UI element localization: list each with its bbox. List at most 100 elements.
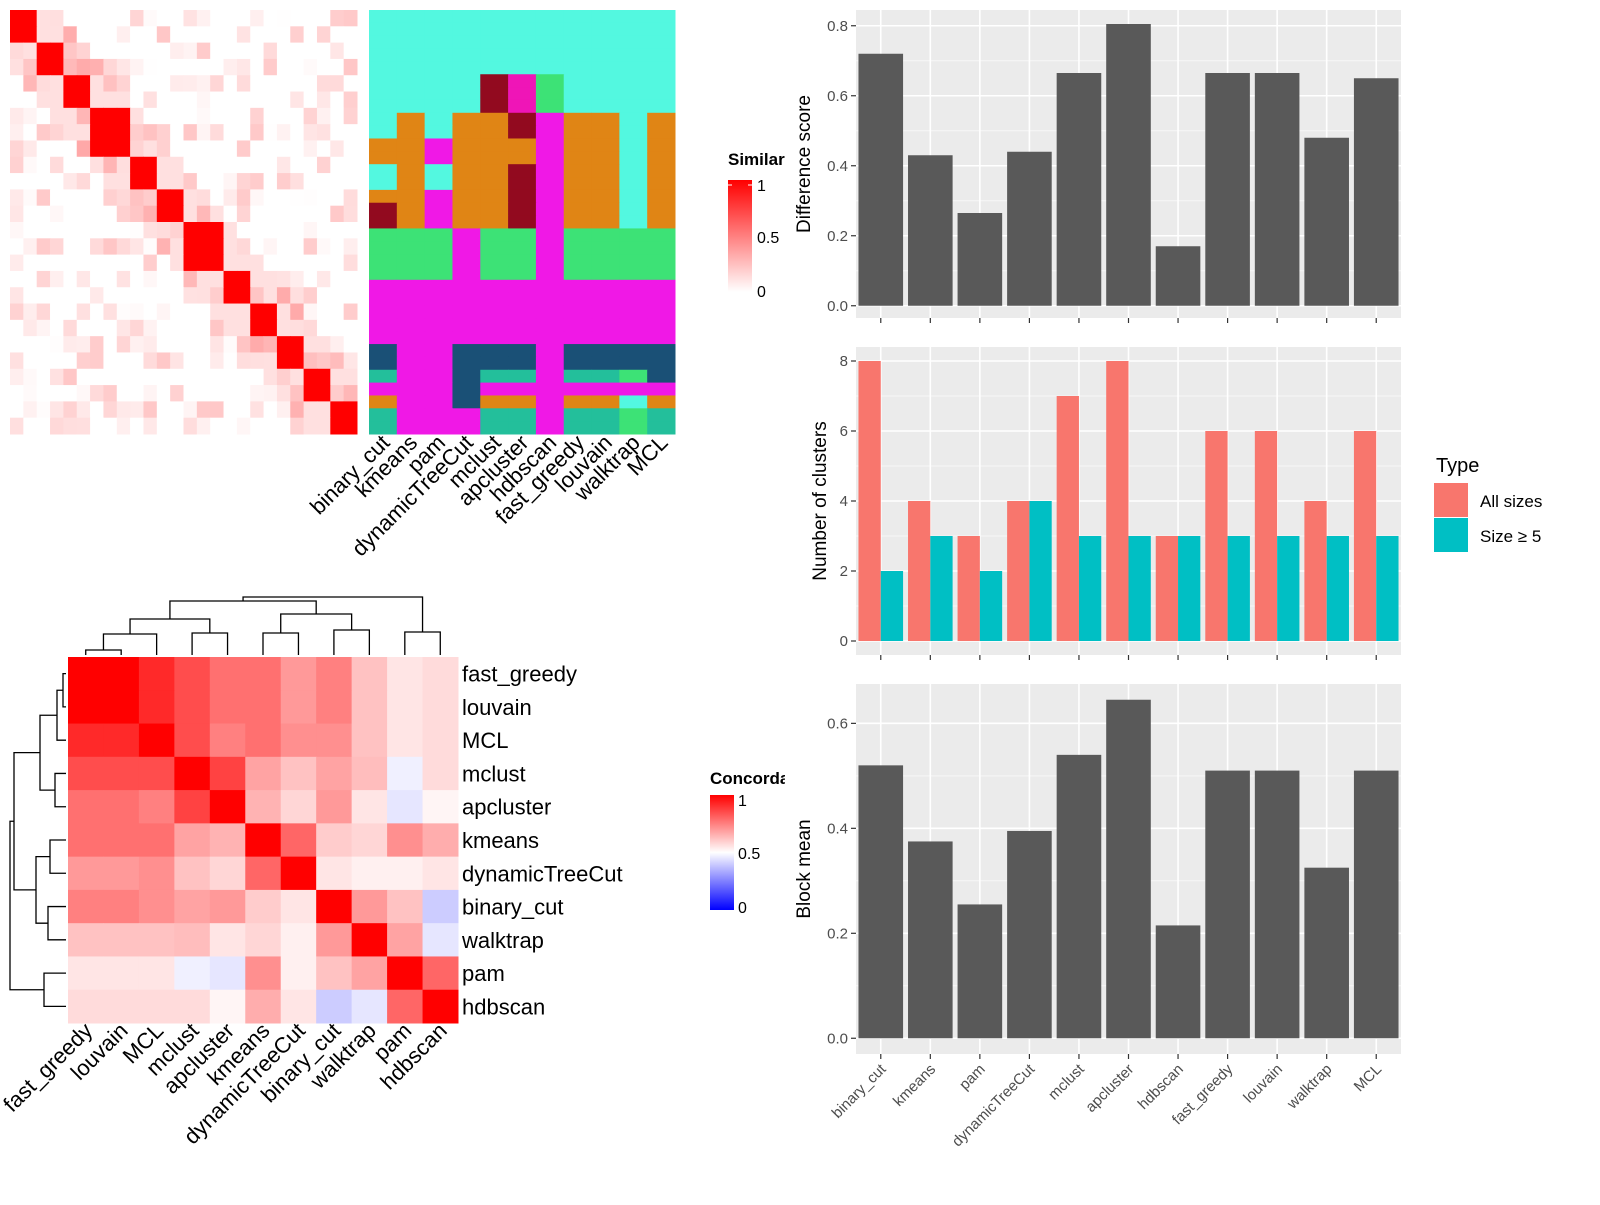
similarity-cell <box>303 303 318 321</box>
dendrogram-branch <box>262 632 300 655</box>
cluster-cell <box>424 331 453 345</box>
bar <box>1056 73 1102 306</box>
cluster-cell <box>647 87 676 101</box>
similarity-cell <box>103 319 118 337</box>
bar <box>1106 24 1151 306</box>
similarity-cell <box>223 254 238 272</box>
similarity-cell <box>90 75 104 93</box>
cluster-cell <box>396 344 426 358</box>
cluster-cell <box>619 356 648 371</box>
cluster-cell <box>508 408 537 422</box>
similarity-cell <box>170 238 184 256</box>
similarity-cell <box>23 42 38 60</box>
y-tick-label: 4 <box>840 493 848 510</box>
cluster-cell <box>647 292 676 307</box>
bar <box>880 571 904 641</box>
concordance-cell <box>387 923 424 957</box>
concordance-cell <box>422 657 459 691</box>
similarity-cell <box>23 124 38 141</box>
similarity-cell <box>223 319 238 337</box>
similarity-cell <box>316 124 331 141</box>
similarity-cell <box>223 156 238 174</box>
concordance-cell <box>351 856 388 891</box>
cluster-cell <box>369 408 398 422</box>
type-legend-key-size-ge-5 <box>1434 518 1468 552</box>
cluster-cell <box>480 189 509 204</box>
similarity-cell <box>236 58 251 76</box>
similarity-cell <box>116 189 131 207</box>
similarity-cell <box>130 319 144 337</box>
similarity-cell <box>276 238 291 256</box>
similarity-cell <box>36 107 51 125</box>
cluster-cell <box>563 112 593 127</box>
cluster-cell <box>619 369 648 384</box>
similarity-cell <box>156 156 171 174</box>
concordance-cell <box>245 889 282 924</box>
cluster-cell <box>563 279 593 294</box>
similarity-cell <box>103 173 118 190</box>
concordance-cell <box>280 856 317 891</box>
bar <box>1304 137 1349 306</box>
concordance-cell <box>316 690 353 725</box>
concordance-cell <box>103 756 140 791</box>
similarity-cell <box>23 189 38 207</box>
similarity-cell <box>263 107 278 125</box>
cluster-cell <box>591 382 620 396</box>
cluster-cell <box>535 87 565 101</box>
concordance-tick-1: 1 <box>738 793 747 810</box>
cluster-cell <box>452 151 481 165</box>
similarity-cell <box>263 352 278 370</box>
similarity-cell <box>343 287 358 305</box>
similarity-cell <box>130 58 144 76</box>
cluster-cell <box>508 318 537 332</box>
similarity-cell <box>90 417 104 435</box>
concordance-row-label: mclust <box>462 761 526 786</box>
similarity-cell <box>343 205 358 223</box>
similarity-cell <box>276 26 291 44</box>
similarity-cell <box>63 319 78 337</box>
bar <box>957 213 1003 306</box>
similarity-cell <box>50 303 64 321</box>
similarity-cell <box>90 254 104 272</box>
similarity-cell <box>23 140 38 158</box>
similarity-cell <box>23 254 38 272</box>
similarity-cell <box>90 270 104 288</box>
similarity-cell <box>183 270 198 288</box>
similarity-cell <box>330 205 345 223</box>
cluster-cell <box>591 35 620 50</box>
concordance-cell <box>280 989 317 1024</box>
similarity-cell <box>210 270 225 288</box>
similarity-cell <box>276 75 291 93</box>
similarity-cell <box>23 336 38 353</box>
similarity-cell <box>223 10 238 27</box>
similarity-cell <box>303 58 318 76</box>
similarity-cell <box>236 140 251 158</box>
cluster-cell <box>480 87 509 101</box>
concordance-cell <box>351 790 388 824</box>
similarity-cell <box>316 42 331 60</box>
cluster-cell <box>424 318 453 332</box>
concordance-cell <box>138 723 175 758</box>
similarity-cell <box>156 173 171 190</box>
similarity-cell <box>330 26 345 44</box>
cluster-cell <box>424 292 453 307</box>
similarity-cell <box>236 91 251 109</box>
cluster-cell <box>563 331 593 345</box>
concordance-cell <box>68 923 104 957</box>
concordance-column-dendrogram <box>85 596 441 655</box>
similarity-cell <box>210 385 225 402</box>
similarity-cell <box>316 205 331 223</box>
cluster-cell <box>535 99 565 114</box>
similarity-cell <box>223 222 238 239</box>
similarity-cell <box>23 222 38 239</box>
similarity-cell <box>156 10 171 27</box>
similarity-cell <box>236 222 251 239</box>
similarity-cell <box>343 156 358 174</box>
similarity-cell <box>316 58 331 76</box>
cluster-assignment-grid <box>369 10 676 435</box>
cluster-cell <box>452 99 481 114</box>
similarity-cell <box>10 173 24 190</box>
similarity-cell <box>330 189 345 207</box>
cluster-cell <box>535 215 565 229</box>
concordance-cell <box>68 690 104 725</box>
